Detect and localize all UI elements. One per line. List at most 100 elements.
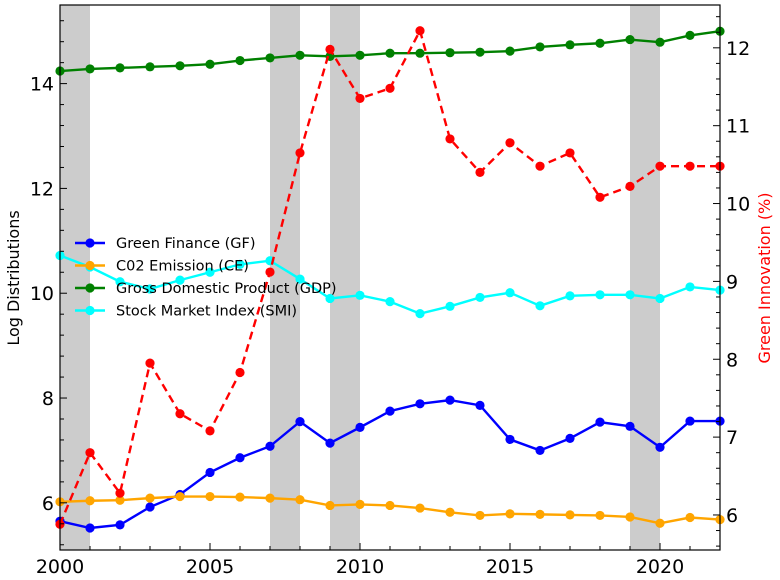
point-1-2013 (445, 507, 455, 517)
series-2 (55, 26, 725, 76)
point-4-2003 (145, 358, 155, 368)
point-3-2006 (235, 259, 245, 269)
point-2-2011 (385, 48, 395, 58)
point-4-2010 (355, 93, 365, 104)
point-3-2017 (565, 291, 575, 301)
point-3-2010 (355, 290, 365, 300)
shaded-periods (60, 5, 660, 550)
point-2-2015 (505, 46, 515, 56)
point-0-2018 (595, 417, 605, 427)
point-3-2016 (535, 301, 545, 311)
point-4-2007 (265, 267, 275, 277)
point-3-2004 (175, 275, 185, 285)
y-tick-label-right-12: 12 (726, 38, 750, 60)
point-4-2018 (595, 192, 605, 202)
point-0-2008 (295, 417, 305, 427)
point-4-2006 (235, 367, 245, 378)
point-1-2004 (175, 491, 185, 502)
legend: Green Finance (GF) C02 Emission (CE) Gross… (75, 236, 337, 320)
point-0-2012 (415, 399, 425, 409)
point-0-2007 (265, 441, 275, 451)
point-1-2020 (655, 518, 665, 528)
point-2-2012 (415, 48, 425, 58)
point-1-2021 (685, 512, 695, 523)
point-4-2019 (625, 181, 635, 192)
point-4-2005 (205, 426, 215, 436)
point-0-2013 (445, 395, 455, 405)
series-layer (55, 26, 725, 533)
point-0-2006 (235, 453, 245, 463)
y-axis-title-left: Log Distributions (4, 210, 23, 345)
point-4-2009 (325, 44, 335, 54)
point-2-2017 (565, 40, 575, 50)
point-1-2008 (295, 495, 305, 505)
point-0-2001 (85, 523, 95, 533)
point-3-2011 (385, 297, 395, 307)
y-tick-label-left-10: 10 (30, 283, 54, 305)
point-2-2014 (475, 47, 485, 57)
point-1-2018 (595, 510, 605, 521)
y-tick-label-right-6: 6 (726, 505, 738, 527)
point-3-2009 (325, 293, 335, 304)
legend-entry-3: Stock Market Index (SMI) (75, 304, 297, 320)
point-2-2006 (235, 55, 245, 66)
point-4-2011 (385, 83, 395, 93)
ticks-layer: 2000 2005 2010 2015 2020 6 8 10 12 14 6 7 8 9 10 11 12 (30, 16, 750, 578)
point-1-2016 (535, 509, 545, 519)
point-3-2003 (145, 284, 155, 294)
point-4-2014 (475, 167, 485, 177)
point-1-2015 (505, 509, 515, 519)
legend-entry-0: Green Finance (GF) (75, 236, 256, 252)
point-1-2010 (355, 499, 365, 510)
point-3-2008 (295, 274, 305, 284)
legend-entry-2: Gross Domestic Product (GDP) (75, 281, 337, 297)
point-3-2018 (595, 290, 605, 300)
point-1-2009 (325, 500, 335, 511)
point-4-2002 (115, 488, 125, 498)
point-0-2005 (205, 467, 215, 478)
point-0-2017 (565, 433, 575, 443)
point-0-2010 (355, 422, 365, 432)
point-4-2012 (415, 26, 425, 36)
point-4-2020 (655, 161, 665, 171)
series-0 (55, 395, 725, 533)
point-4-2001 (85, 448, 95, 458)
point-0-2019 (625, 421, 635, 431)
y-tick-label-left-12: 12 (30, 178, 54, 200)
point-0-2003 (145, 502, 155, 512)
x-tick-label-2020: 2020 (636, 556, 684, 578)
point-4-2015 (505, 138, 515, 148)
series-1 (55, 491, 725, 528)
shaded-period-0 (60, 5, 90, 550)
point-1-2002 (115, 495, 125, 505)
y-tick-label-right-11: 11 (726, 116, 750, 138)
point-3-2002 (115, 277, 125, 287)
point-2-2018 (595, 38, 605, 48)
point-3-2014 (475, 292, 485, 303)
legend-entry-1: C02 Emission (CE) (75, 259, 249, 275)
shaded-period-1 (270, 5, 300, 550)
y-tick-label-right-8: 8 (726, 349, 738, 371)
point-4-2013 (445, 134, 455, 144)
x-tick-label-2015: 2015 (486, 556, 534, 578)
point-1-2012 (415, 503, 425, 513)
point-0-2015 (505, 434, 515, 445)
point-2-2020 (655, 37, 665, 47)
point-0-2014 (475, 400, 485, 410)
y-tick-label-right-7: 7 (726, 427, 738, 449)
point-3-2020 (655, 293, 665, 304)
x-tick-label-2005: 2005 (186, 556, 234, 578)
x-tick-label-2000: 2000 (36, 556, 84, 578)
point-4-2017 (565, 148, 575, 158)
point-1-2011 (385, 500, 395, 511)
legend-label-1: C02 Emission (CE) (116, 259, 249, 275)
point-0-2020 (655, 442, 665, 452)
point-1-2001 (85, 496, 95, 506)
point-2-2003 (145, 62, 155, 72)
series-4 (55, 26, 725, 529)
point-3-2005 (205, 267, 215, 277)
point-2-2001 (85, 64, 95, 74)
y-tick-label-left-6: 6 (42, 493, 54, 515)
legend-label-2: Gross Domestic Product (GDP) (116, 281, 337, 297)
